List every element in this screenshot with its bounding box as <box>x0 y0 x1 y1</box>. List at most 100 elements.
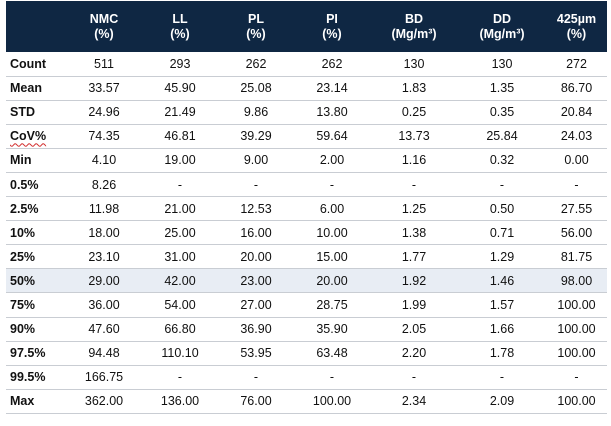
row-label: 75% <box>10 297 36 312</box>
row-label: Mean <box>10 81 42 96</box>
table-cell: 36.90 <box>240 322 272 337</box>
table-cell: 54.00 <box>164 297 196 312</box>
row-label: Min <box>10 153 32 168</box>
table-cell: 272 <box>566 56 587 71</box>
row-label: 10% <box>10 225 36 240</box>
row-label: 97.5% <box>10 346 46 361</box>
table-cell: - <box>329 370 335 385</box>
table-cell: 16.00 <box>240 225 272 240</box>
table-cell: 31.00 <box>164 249 196 264</box>
table-cell: 0.00 <box>564 153 589 168</box>
table-cell: 35.90 <box>316 322 348 337</box>
table-row-p10: 10% 18.00 25.00 16.00 10.00 1.38 0.71 56… <box>6 221 607 245</box>
spellcheck-underlined-label: CoV% <box>10 129 47 144</box>
table-cell: 0.32 <box>489 153 515 168</box>
column-header-dd: DD (Mg/m³) <box>479 11 525 41</box>
table-cell: 1.99 <box>401 297 427 312</box>
column-header-pi: PI (%) <box>322 11 342 41</box>
table-cell: 293 <box>169 56 191 71</box>
table-cell: 25.00 <box>164 225 196 240</box>
table-cell: 110.10 <box>161 346 199 361</box>
table-cell: 12.53 <box>240 201 272 216</box>
table-cell: 1.77 <box>401 249 427 264</box>
statistics-table: NMC (%) LL (%) PL (%) PI (%) BD (Mg/m³) DD (Mg… <box>6 1 607 414</box>
table-cell: 74.35 <box>88 129 120 144</box>
table-cell: 6.00 <box>319 201 345 216</box>
table-cell: 2.00 <box>319 153 345 168</box>
table-cell: 1.16 <box>401 153 427 168</box>
column-header-pl: PL (%) <box>246 11 266 41</box>
table-cell: 1.66 <box>489 322 515 337</box>
table-cell: 9.86 <box>243 105 269 120</box>
table-cell: 0.25 <box>401 105 427 120</box>
table-row-std: STD 24.96 21.49 9.86 13.80 0.25 0.35 20.… <box>6 100 607 125</box>
table-cell: - <box>499 370 505 385</box>
header-row: NMC (%) LL (%) PL (%) PI (%) BD (Mg/m³) DD (Mg… <box>6 1 607 52</box>
table-row-max: Max 362.00 136.00 76.00 100.00 2.34 2.09… <box>6 389 607 414</box>
table-cell: 2.20 <box>401 346 427 361</box>
table-cell: - <box>574 370 579 385</box>
table-row-cov: CoV% 74.35 46.81 39.29 59.64 13.73 25.84… <box>6 124 607 149</box>
table-cell: 8.26 <box>91 177 117 192</box>
table-cell: 511 <box>94 56 114 71</box>
table-cell: 24.03 <box>560 129 593 144</box>
table-cell: 0.35 <box>489 105 515 120</box>
table-row-min: Min 4.10 19.00 9.00 2.00 1.16 0.32 0.00 <box>6 148 607 173</box>
table-cell: 1.29 <box>489 249 515 264</box>
table-cell: 23.10 <box>88 249 120 264</box>
table-cell: 36.00 <box>88 297 120 312</box>
row-label: Max <box>10 394 35 409</box>
table-row-p99-5: 99.5% 166.75 - - - - - - <box>6 365 607 390</box>
table-cell: - <box>411 177 417 192</box>
table-cell: 21.00 <box>164 201 196 216</box>
header-corner <box>6 1 66 52</box>
table-cell: 98.00 <box>560 273 593 288</box>
table-cell: 1.78 <box>489 346 515 361</box>
table-cell: 130 <box>491 56 513 71</box>
row-label: 2.5% <box>10 201 39 216</box>
table-header: NMC (%) LL (%) PL (%) PI (%) BD (Mg/m³) DD (Mg… <box>6 1 607 52</box>
table-cell: 66.80 <box>164 322 196 337</box>
table-cell: 4.10 <box>91 153 117 168</box>
table-cell: - <box>253 177 259 192</box>
column-header-ll: LL (%) <box>170 11 190 41</box>
table-cell: 166.75 <box>84 370 124 385</box>
table-cell: - <box>177 177 183 192</box>
table-cell: 130 <box>403 56 425 71</box>
row-label: CoV% <box>6 124 66 148</box>
table-cell: 100.00 <box>312 394 352 409</box>
row-label: Count <box>10 56 47 71</box>
table-cell: 13.80 <box>316 105 348 120</box>
table-row-p75: 75% 36.00 54.00 27.00 28.75 1.99 1.57 10… <box>6 293 607 318</box>
table-cell: 1.35 <box>489 81 515 96</box>
table-cell: 0.71 <box>489 225 515 240</box>
column-header-bd: BD (Mg/m³) <box>391 11 437 41</box>
row-label: 0.5% <box>10 177 39 192</box>
column-header-nmc: NMC (%) <box>89 11 119 41</box>
table-cell: 46.81 <box>164 129 196 144</box>
table-cell: 39.29 <box>240 129 272 144</box>
table-cell: 25.84 <box>486 129 518 144</box>
table-cell: - <box>574 177 579 192</box>
table-row-p0-5: 0.5% 8.26 - - - - - - <box>6 172 607 197</box>
table-cell: 262 <box>321 56 343 71</box>
table-cell: 76.00 <box>240 394 272 409</box>
table-cell: 13.73 <box>398 129 430 144</box>
table-cell: 1.46 <box>489 273 515 288</box>
table-cell: 23.00 <box>240 273 272 288</box>
table-body: Count 511 293 262 262 130 130 272 Mean 3… <box>6 52 607 414</box>
table-cell: 81.75 <box>560 249 593 264</box>
table-cell: 100.00 <box>557 346 596 361</box>
table-cell: 0.50 <box>489 201 515 216</box>
table-cell: 136.00 <box>160 394 200 409</box>
table-cell: 24.96 <box>88 105 120 120</box>
table-cell: 10.00 <box>316 225 348 240</box>
table-cell: 47.60 <box>88 322 120 337</box>
table-cell: - <box>253 370 259 385</box>
table-cell: 2.05 <box>401 322 427 337</box>
table-cell: 11.98 <box>88 201 120 216</box>
table-cell: 20.00 <box>240 249 272 264</box>
table-cell: - <box>177 370 183 385</box>
table-cell: - <box>499 177 505 192</box>
table-cell: 1.92 <box>401 273 427 288</box>
